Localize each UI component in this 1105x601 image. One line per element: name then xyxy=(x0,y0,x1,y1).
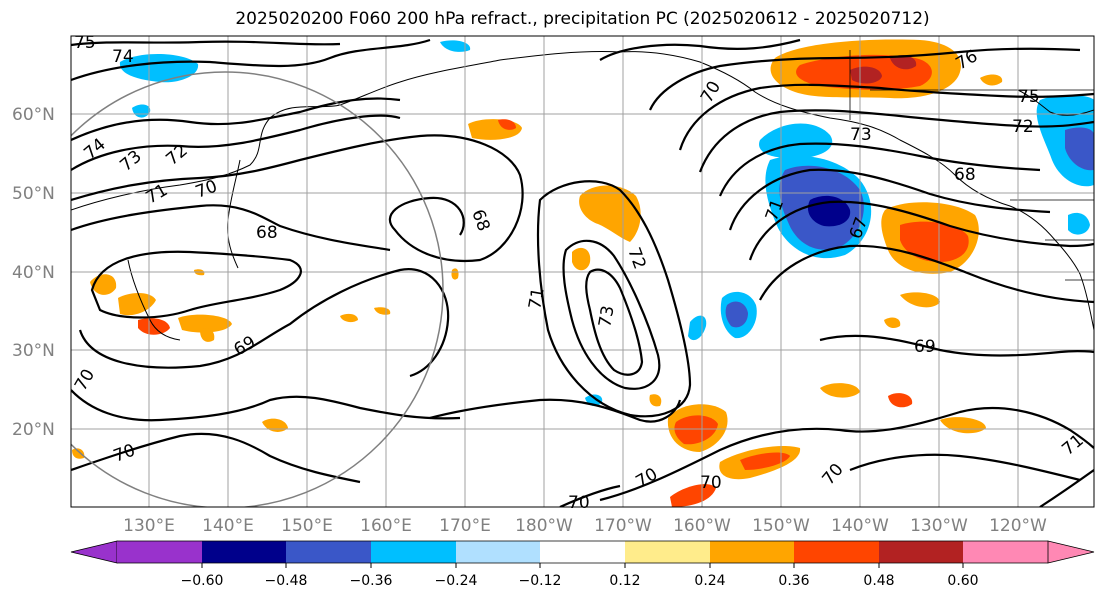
positive-anomaly-region xyxy=(900,221,969,262)
positive-anomaly-region xyxy=(118,293,156,316)
positive-anomaly-region xyxy=(498,119,516,130)
positive-anomaly-region xyxy=(572,247,591,271)
colorbar-min-extension xyxy=(70,540,118,564)
positive-anomaly-region xyxy=(740,452,790,470)
reference-circle xyxy=(71,71,444,507)
latitude-labels: 60°N 50°N 40°N 30°N 20°N xyxy=(12,105,55,440)
negative-anomaly-region xyxy=(759,123,833,159)
contour-label: 74 xyxy=(112,47,134,67)
colorbar-tick-label: 0.36 xyxy=(778,573,809,589)
positive-anomaly-region xyxy=(890,55,917,70)
negative-anomaly-region xyxy=(1068,212,1090,235)
colorbar-segment xyxy=(710,541,794,563)
colorbar-tick-label: 0.48 xyxy=(863,573,894,589)
positive-anomaly-region xyxy=(884,317,901,328)
lon-label: 130°W xyxy=(910,516,968,536)
lat-label: 60°N xyxy=(12,105,55,125)
colorbar-tick-label: −0.60 xyxy=(181,573,224,589)
lat-label: 30°N xyxy=(12,341,55,361)
positive-anomaly-region xyxy=(178,314,232,333)
contour-label: 68 xyxy=(954,165,976,185)
negative-anomaly-region xyxy=(1065,127,1094,171)
colorbar-tick-label: −0.12 xyxy=(519,573,562,589)
lon-label: 160°E xyxy=(360,516,412,536)
lon-label: 130°E xyxy=(123,516,175,536)
positive-anomaly-region xyxy=(451,268,459,280)
positive-anomaly-region xyxy=(980,74,1003,86)
lon-label: 170°W xyxy=(594,516,652,536)
colorbar-tick-label: −0.24 xyxy=(435,573,478,589)
contour-label: 72 xyxy=(1012,117,1034,137)
colorbar-segment xyxy=(540,541,625,563)
colorbar-segment xyxy=(371,541,456,563)
contour-label: 68 xyxy=(256,223,278,243)
positive-anomaly-region xyxy=(649,394,662,407)
precip-anomaly-shading xyxy=(72,39,1094,507)
positive-anomaly-region xyxy=(820,383,860,398)
colorbar-segment xyxy=(794,541,879,563)
lon-label: 140°W xyxy=(831,516,889,536)
positive-anomaly-region xyxy=(340,313,358,323)
positive-anomaly-region xyxy=(200,328,215,342)
lon-label: 140°E xyxy=(202,516,254,536)
negative-anomaly-region xyxy=(725,301,748,328)
map-frame xyxy=(70,35,1095,508)
refractivity-contours xyxy=(71,38,1094,507)
colorbar-segment xyxy=(456,541,540,563)
colorbar-tick-label: 0.12 xyxy=(609,573,640,589)
colorbar-segment xyxy=(117,541,202,563)
positive-anomaly-region xyxy=(72,448,85,459)
contour-label: 71 xyxy=(525,286,548,311)
colorbar-segment xyxy=(879,541,963,563)
lon-label: 150°W xyxy=(752,516,810,536)
lon-label: 150°E xyxy=(281,516,333,536)
contour-label: 70 xyxy=(568,493,590,513)
colorbar: −0.60 −0.48 −0.36 −0.24 −0.12 0.12 0.24 … xyxy=(70,540,1095,589)
lon-label: 120°W xyxy=(989,516,1047,536)
lat-label: 50°N xyxy=(12,184,55,204)
colorbar-ticks xyxy=(201,563,964,568)
positive-anomaly-region xyxy=(900,292,940,308)
colorbar-segment xyxy=(963,541,1048,563)
contour-label: 73 xyxy=(595,304,618,329)
negative-anomaly-region xyxy=(440,40,471,52)
contour-label: 73 xyxy=(850,125,872,145)
contour-label: 70 xyxy=(700,473,722,493)
positive-anomaly-region xyxy=(850,66,882,84)
map-title: 2025020200 F060 200 hPa refract., precip… xyxy=(235,9,930,29)
positive-anomaly-region xyxy=(670,484,716,507)
lon-label: 170°E xyxy=(439,516,491,536)
colorbar-tick-label: 0.24 xyxy=(694,573,725,589)
graticule xyxy=(71,36,1094,507)
positive-anomaly-region xyxy=(674,415,718,445)
contour-label: 69 xyxy=(914,337,936,357)
colorbar-max-extension xyxy=(1047,540,1095,564)
lon-label: 180°W xyxy=(515,516,573,536)
colorbar-tick-label: −0.48 xyxy=(265,573,308,589)
colorbar-segment xyxy=(286,541,371,563)
lon-label: 160°W xyxy=(673,516,731,536)
colorbar-tick-label: 0.60 xyxy=(947,573,978,589)
positive-anomaly-region xyxy=(888,393,913,408)
colorbar-tick-label: −0.36 xyxy=(350,573,393,589)
lat-label: 40°N xyxy=(12,263,55,283)
positive-anomaly-region xyxy=(579,185,641,242)
colorbar-segment xyxy=(202,541,286,563)
contour-label: 75 xyxy=(1018,87,1040,107)
lat-label: 20°N xyxy=(12,420,55,440)
longitude-labels: 130°E 140°E 150°E 160°E 170°E 180°W 170°… xyxy=(123,516,1047,536)
colorbar-segment xyxy=(625,541,710,563)
contour-label: 75 xyxy=(74,33,96,53)
